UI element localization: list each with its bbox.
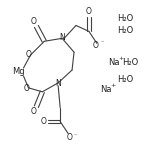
Text: H₂O: H₂O — [117, 26, 133, 35]
Text: H₂O: H₂O — [117, 14, 133, 23]
Text: O: O — [30, 17, 36, 26]
Text: ⁻: ⁻ — [73, 134, 77, 139]
Text: Na: Na — [100, 85, 111, 94]
Text: O: O — [40, 117, 46, 126]
Text: O: O — [66, 133, 72, 142]
Text: +: + — [119, 56, 124, 61]
Text: H₂O: H₂O — [123, 58, 139, 67]
Text: N: N — [59, 33, 65, 42]
Text: +: + — [111, 83, 116, 88]
Text: ⁻: ⁻ — [100, 42, 103, 47]
Text: O: O — [26, 50, 31, 59]
Text: H₂O: H₂O — [117, 75, 133, 84]
Text: O: O — [30, 107, 36, 116]
Text: O: O — [93, 41, 99, 50]
Text: O: O — [24, 84, 29, 93]
Text: N: N — [55, 79, 61, 88]
Text: Mg: Mg — [12, 68, 25, 76]
Text: O: O — [86, 7, 92, 16]
Text: Na: Na — [108, 58, 119, 67]
